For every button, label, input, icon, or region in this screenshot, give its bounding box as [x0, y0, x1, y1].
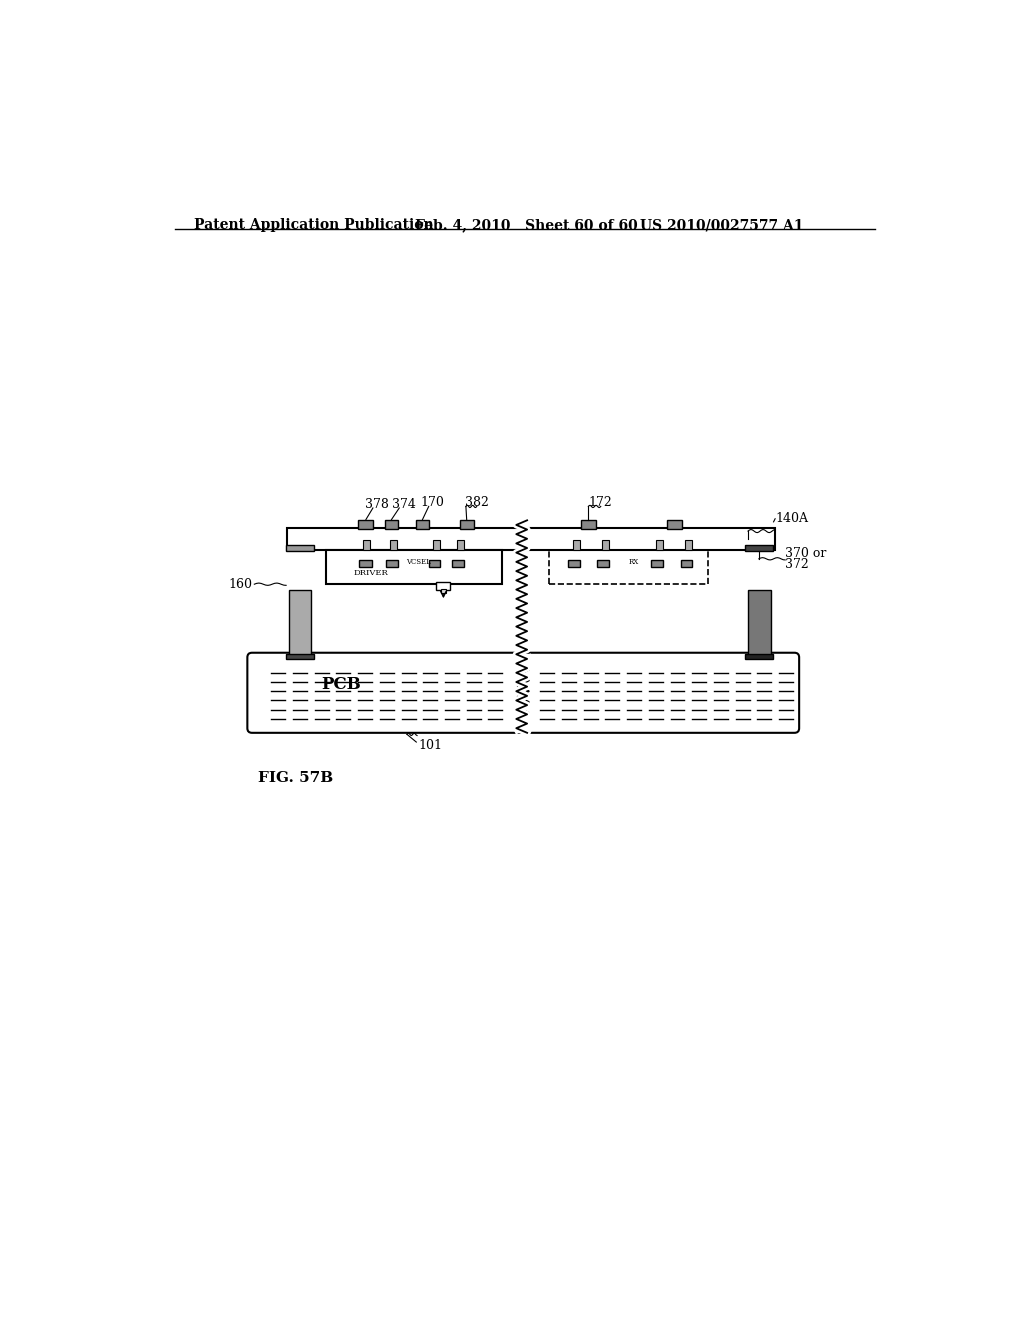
Text: DRIVER: DRIVER: [353, 569, 388, 577]
Bar: [549, 549, 708, 585]
Bar: [390, 540, 397, 549]
Bar: [358, 520, 373, 529]
Bar: [651, 560, 663, 566]
Bar: [568, 560, 580, 566]
Bar: [667, 520, 682, 529]
Text: Feb. 4, 2010   Sheet 60 of 60: Feb. 4, 2010 Sheet 60 of 60: [415, 218, 638, 232]
Bar: [457, 540, 464, 549]
Bar: [386, 560, 397, 566]
Bar: [362, 540, 370, 549]
Bar: [287, 528, 775, 549]
Text: Patent Application Publication: Patent Application Publication: [194, 218, 433, 232]
Bar: [359, 560, 372, 566]
Text: 170: 170: [421, 496, 444, 510]
Bar: [429, 560, 440, 566]
Bar: [744, 545, 773, 552]
Bar: [286, 653, 314, 659]
Bar: [744, 653, 773, 659]
Text: US 2010/0027577 A1: US 2010/0027577 A1: [640, 218, 803, 232]
Text: FIG. 57B: FIG. 57B: [258, 771, 334, 784]
Bar: [436, 582, 451, 590]
Bar: [582, 520, 596, 529]
Bar: [286, 545, 314, 552]
FancyBboxPatch shape: [248, 653, 799, 733]
Text: RX: RX: [629, 558, 639, 566]
Text: 372: 372: [785, 557, 809, 570]
Text: VCSEL: VCSEL: [407, 558, 431, 566]
Text: 370 or: 370 or: [785, 546, 826, 560]
Bar: [326, 549, 503, 585]
Bar: [433, 540, 440, 549]
Bar: [460, 520, 474, 529]
Bar: [385, 520, 398, 529]
Bar: [417, 520, 429, 529]
Text: 382: 382: [465, 496, 488, 510]
Text: 160: 160: [228, 578, 252, 591]
Bar: [655, 540, 663, 549]
Bar: [685, 540, 692, 549]
Bar: [572, 540, 580, 549]
Bar: [452, 560, 464, 566]
Bar: [601, 540, 608, 549]
Bar: [681, 560, 692, 566]
Text: 378: 378: [365, 498, 389, 511]
Text: 140A: 140A: [775, 512, 808, 525]
Text: PCB: PCB: [322, 676, 361, 693]
Bar: [597, 560, 608, 566]
Text: 101: 101: [419, 739, 442, 751]
Text: 172: 172: [589, 496, 612, 510]
Bar: [748, 590, 771, 657]
Bar: [289, 590, 311, 657]
Text: 374: 374: [392, 498, 416, 511]
Bar: [441, 589, 445, 594]
